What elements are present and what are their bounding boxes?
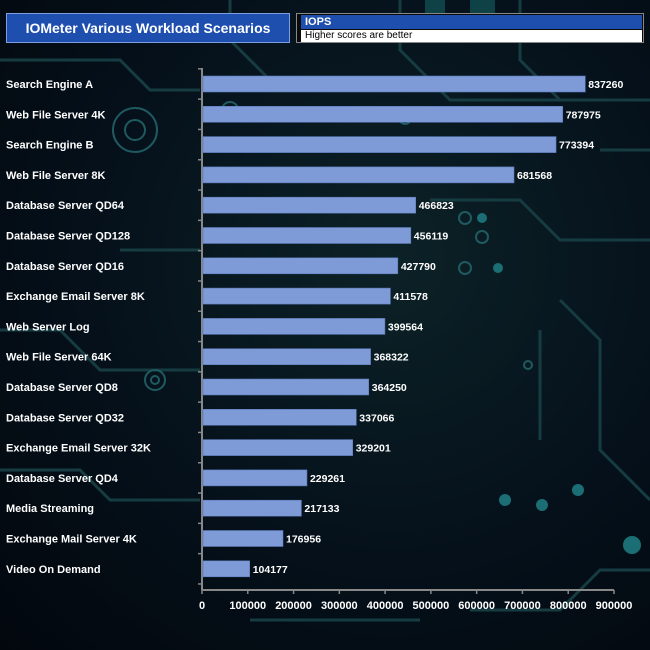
bar — [202, 287, 391, 305]
data-label: 837260 — [588, 79, 623, 91]
data-label: 427790 — [401, 261, 436, 273]
bar — [202, 227, 412, 244]
data-label: 681568 — [517, 170, 552, 182]
bar — [202, 469, 308, 487]
data-label: 368322 — [374, 352, 409, 364]
data-label: 773394 — [559, 140, 594, 152]
bar — [202, 257, 399, 275]
bar — [202, 106, 564, 123]
bar — [202, 499, 302, 517]
x-tick-label: 800000 — [550, 600, 587, 612]
data-label: 456119 — [414, 231, 449, 243]
category-label: Web Server Log — [6, 321, 90, 333]
data-label: 229261 — [310, 473, 345, 485]
x-tick-label: 400000 — [367, 600, 404, 612]
category-label: Web File Server 8K — [6, 170, 106, 182]
bar — [202, 560, 250, 578]
bar — [202, 75, 586, 93]
bar — [202, 196, 417, 214]
category-label: Exchange Email Server 8K — [6, 291, 145, 303]
category-label: Database Server QD8 — [6, 382, 118, 394]
x-tick-label: 500000 — [413, 600, 450, 612]
category-label: Database Server QD32 — [6, 412, 124, 424]
bar — [202, 439, 354, 456]
bar — [202, 166, 515, 184]
bar — [202, 348, 371, 366]
data-label: 217133 — [304, 503, 339, 515]
x-tick-label: 600000 — [458, 600, 495, 612]
data-label: 466823 — [419, 200, 454, 212]
data-label: 104177 — [253, 564, 288, 576]
category-label: Exchange Email Server 32K — [6, 443, 151, 455]
data-label: 399564 — [388, 321, 423, 333]
x-tick-label: 200000 — [275, 600, 312, 612]
legend-series-label: IOPS — [301, 15, 642, 29]
data-label: 787975 — [566, 109, 601, 121]
category-label: Database Server QD16 — [6, 261, 124, 273]
x-tick-label: 700000 — [504, 600, 541, 612]
bar — [202, 530, 284, 547]
legend-note: Higher scores are better — [301, 30, 642, 42]
data-label: 337066 — [359, 412, 394, 424]
category-label: Web File Server 64K — [6, 352, 112, 364]
x-tick-label: 900000 — [596, 600, 633, 612]
data-label: 176956 — [286, 534, 321, 546]
chart-title: IOMeter Various Workload Scenarios — [6, 13, 290, 43]
data-label: 364250 — [372, 382, 407, 394]
category-label: Database Server QD128 — [6, 231, 130, 243]
legend: IOPS Higher scores are better — [296, 13, 644, 43]
bar — [202, 318, 386, 335]
bar — [202, 136, 557, 153]
data-label: 329201 — [356, 443, 391, 455]
category-label: Exchange Mail Server 4K — [6, 534, 137, 546]
bar — [202, 408, 357, 426]
category-label: Search Engine B — [6, 140, 93, 152]
category-label: Video On Demand — [6, 564, 101, 576]
x-tick-label: 0 — [199, 600, 205, 612]
category-label: Database Server QD4 — [6, 473, 119, 485]
bar — [202, 378, 370, 396]
category-label: Database Server QD64 — [6, 200, 125, 212]
category-label: Media Streaming — [6, 503, 94, 515]
x-tick-label: 300000 — [321, 600, 358, 612]
category-label: Web File Server 4K — [6, 109, 106, 121]
category-label: Search Engine A — [6, 79, 93, 91]
data-label: 411578 — [393, 291, 428, 303]
x-tick-label: 100000 — [229, 600, 266, 612]
